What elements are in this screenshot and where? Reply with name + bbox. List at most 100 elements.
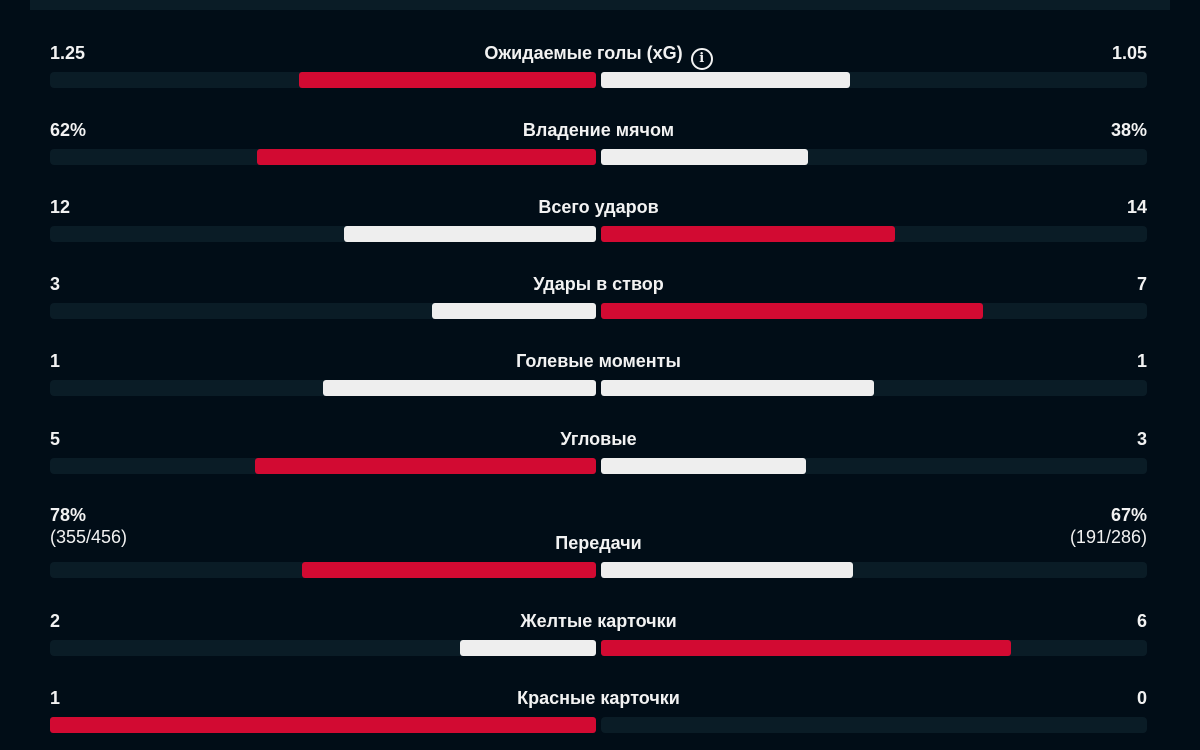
home-bar-track	[50, 303, 596, 319]
away-bar-track	[601, 380, 1147, 396]
stat-bar-track	[50, 640, 1147, 656]
stat-label: Голевые моменты	[50, 350, 1147, 372]
home-bar-track	[50, 226, 596, 242]
stat-label-text: Желтые карточки	[520, 611, 677, 631]
stat-label: Красные карточки	[50, 687, 1147, 709]
home-value: 12	[50, 196, 70, 218]
away-bar	[601, 640, 1011, 656]
stat-label-text: Красные карточки	[517, 688, 680, 708]
away-value-main: 7	[1136, 274, 1147, 294]
away-bar	[601, 303, 984, 319]
away-bar-track	[601, 226, 1147, 242]
home-bar-track	[50, 149, 596, 165]
home-bar	[302, 562, 596, 578]
stat-label-text: Угловые	[560, 429, 637, 449]
home-bar-track	[50, 458, 596, 474]
away-value: 1	[1137, 350, 1147, 372]
stat-label-text: Удары в створ	[533, 274, 664, 294]
away-bar-track	[601, 717, 1147, 733]
away-value-main: 0	[1136, 688, 1147, 708]
top-panel-edge	[30, 0, 1170, 10]
stat-label-text: Ожидаемые голы (xG)	[484, 43, 683, 63]
stat-label: Передачи	[50, 532, 1147, 554]
home-bar-track	[50, 72, 596, 88]
home-bar-track	[50, 562, 596, 578]
home-value: 2	[50, 610, 60, 632]
stat-bar-track	[50, 149, 1147, 165]
stat-label-text: Голевые моменты	[516, 351, 681, 371]
home-bar	[459, 640, 596, 656]
away-value: 3	[1137, 428, 1147, 450]
home-value-main: 2	[50, 611, 61, 631]
stat-bar-track	[50, 303, 1147, 319]
stat-label: Ожидаемые голы (xG) i	[50, 42, 1147, 70]
home-bar	[432, 303, 596, 319]
stat-label: Владение мячом	[50, 119, 1147, 141]
stat-label: Желтые карточки	[50, 610, 1147, 632]
home-bar	[50, 717, 596, 733]
away-value-detail: (191/286)	[1069, 527, 1147, 547]
away-bar-track	[601, 303, 1147, 319]
away-value-main: 38%	[1110, 120, 1147, 140]
home-bar	[257, 149, 596, 165]
away-value: 0	[1137, 687, 1147, 709]
away-bar	[601, 72, 851, 88]
away-bar	[601, 458, 806, 474]
away-value-main: 1.05	[1111, 43, 1147, 63]
away-value-main: 6	[1136, 611, 1147, 631]
home-value-main: 12	[50, 197, 71, 217]
home-value-main: 78%	[50, 505, 87, 525]
stat-label-text: Всего ударов	[538, 197, 659, 217]
away-value: 67% (191/286)	[1070, 504, 1147, 548]
away-bar-track	[601, 458, 1147, 474]
stat-label-text: Передачи	[555, 533, 642, 553]
stat-label: Угловые	[50, 428, 1147, 450]
stat-bar-track	[50, 380, 1147, 396]
away-value: 1.05	[1112, 42, 1147, 64]
stat-bar-track	[50, 562, 1147, 578]
home-value-main: 5	[50, 429, 61, 449]
home-value: 1	[50, 350, 60, 372]
home-value: 62%	[50, 119, 86, 141]
home-value-main: 3	[50, 274, 61, 294]
stat-bar-track	[50, 72, 1147, 88]
home-value: 78% (355/456)	[50, 504, 127, 548]
away-bar	[601, 380, 874, 396]
home-value-main: 62%	[50, 120, 87, 140]
home-value: 1.25	[50, 42, 85, 64]
home-bar-track	[50, 717, 596, 733]
away-value-main: 3	[1136, 429, 1147, 449]
away-bar-track	[601, 149, 1147, 165]
away-value: 38%	[1111, 119, 1147, 141]
home-value-main: 1	[50, 351, 61, 371]
away-value: 7	[1137, 273, 1147, 295]
home-value-detail: (355/456)	[50, 527, 128, 547]
home-value-main: 1	[50, 688, 61, 708]
home-value: 5	[50, 428, 60, 450]
away-bar	[601, 149, 809, 165]
home-bar	[323, 380, 596, 396]
home-bar	[299, 72, 596, 88]
home-bar	[344, 226, 596, 242]
stat-bar-track	[50, 226, 1147, 242]
stat-label: Удары в створ	[50, 273, 1147, 295]
away-value: 6	[1137, 610, 1147, 632]
away-bar	[601, 562, 854, 578]
away-value-main: 14	[1126, 197, 1147, 217]
home-value: 1	[50, 687, 60, 709]
stat-bar-track	[50, 717, 1147, 733]
info-icon[interactable]: i	[690, 48, 713, 70]
away-value-main: 1	[1136, 351, 1147, 371]
stat-label-text: Владение мячом	[522, 120, 675, 140]
away-bar-track	[601, 72, 1147, 88]
home-value-main: 1.25	[50, 43, 86, 63]
home-bar-track	[50, 380, 596, 396]
home-bar	[254, 458, 596, 474]
away-value: 14	[1127, 196, 1147, 218]
home-bar-track	[50, 640, 596, 656]
away-value-main: 67%	[1110, 505, 1147, 525]
stat-bar-track	[50, 458, 1147, 474]
stat-label: Всего ударов	[50, 196, 1147, 218]
away-bar	[601, 226, 895, 242]
away-bar-track	[601, 640, 1147, 656]
